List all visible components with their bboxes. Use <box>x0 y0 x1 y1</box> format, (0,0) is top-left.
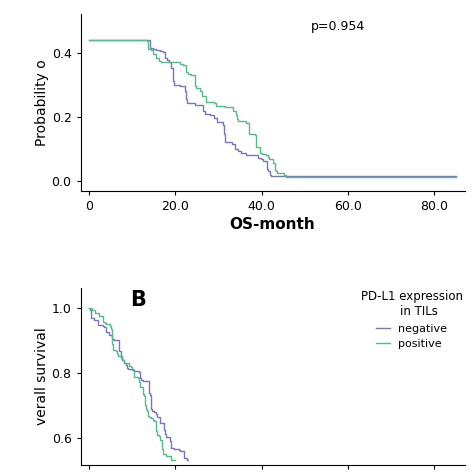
Legend: negative, positive: negative, positive <box>361 290 463 349</box>
Text: p=0.954: p=0.954 <box>311 19 365 33</box>
Y-axis label: verall survival: verall survival <box>35 328 49 425</box>
Y-axis label: Probability o: Probability o <box>35 59 49 146</box>
Text: B: B <box>130 290 146 310</box>
X-axis label: OS-month: OS-month <box>230 217 315 232</box>
